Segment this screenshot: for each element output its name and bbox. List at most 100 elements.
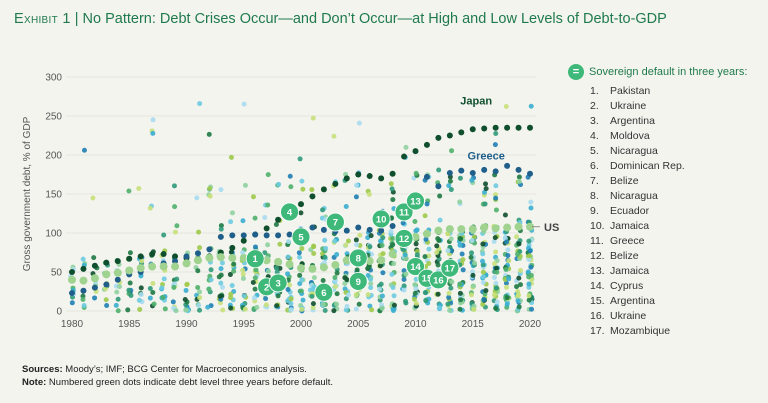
default-marker-label: 4	[287, 207, 293, 218]
country-year-point	[228, 249, 234, 255]
note-text: Numbered green dots indicate debt level …	[46, 377, 334, 388]
country-year-point	[413, 300, 419, 306]
default-item: 3. Argentina	[590, 114, 685, 129]
country-year-point	[285, 271, 291, 277]
greece-point	[80, 287, 87, 294]
country-year-point	[504, 295, 510, 301]
country-year-point	[529, 306, 535, 312]
y-tick-label: 50	[51, 268, 63, 279]
country-year-point	[354, 182, 360, 188]
greece-point	[481, 166, 488, 173]
country-year-point	[504, 239, 510, 245]
default-marker	[268, 273, 288, 293]
country-year-point	[517, 282, 523, 288]
country-year-point	[299, 277, 305, 283]
default-number: 12.	[590, 250, 605, 262]
default-marker-label: 6	[321, 288, 326, 299]
japan-point	[366, 173, 373, 180]
country-year-point	[356, 301, 362, 307]
country-year-point	[274, 303, 280, 309]
greece-point	[446, 169, 453, 176]
country-year-point	[422, 213, 428, 219]
japan-point	[423, 141, 430, 148]
country-year-point	[334, 270, 340, 276]
country-year-point	[171, 284, 177, 290]
footer: Sources: Moody’s; IMF; BCG Center for Ma…	[22, 363, 333, 389]
default-marker	[406, 257, 425, 276]
country-year-point	[220, 284, 226, 290]
japan-point	[172, 253, 179, 260]
country-year-point	[516, 241, 522, 247]
default-marker	[280, 202, 299, 222]
country-year-point	[356, 120, 362, 126]
country-year-point	[402, 252, 408, 258]
country-year-point	[287, 282, 293, 288]
country-year-point	[446, 294, 452, 300]
country-year-point	[103, 297, 109, 303]
us-point	[228, 253, 237, 262]
country-year-point	[491, 292, 497, 298]
us-label: US	[544, 222, 559, 234]
default-item: 12. Belize	[590, 249, 685, 264]
japan-point	[527, 124, 533, 131]
us-point	[148, 262, 157, 271]
country-year-point	[354, 242, 360, 248]
country-year-point	[197, 307, 203, 313]
country-year-point	[263, 302, 269, 308]
country-year-point	[424, 201, 430, 207]
default-number: 6.	[590, 160, 599, 172]
country-year-point	[297, 254, 303, 260]
japan-point	[481, 125, 488, 132]
country-year-point	[468, 292, 474, 298]
japan-point	[229, 244, 236, 251]
country-year-point	[197, 101, 203, 107]
country-year-point	[353, 306, 359, 312]
default-number: 16.	[590, 310, 605, 322]
default-country: Belize	[610, 175, 639, 187]
country-year-point	[528, 205, 534, 211]
default-marker	[314, 282, 334, 302]
country-year-point	[320, 301, 326, 307]
us-point	[216, 253, 225, 262]
country-year-point	[457, 290, 463, 296]
country-year-point	[218, 280, 224, 286]
country-year-point	[457, 175, 463, 181]
default-country: Moldova	[610, 130, 650, 142]
country-year-point	[113, 302, 119, 308]
greece-point	[515, 166, 522, 173]
country-year-point	[241, 293, 247, 299]
japan-point	[378, 175, 385, 182]
greece-point	[504, 162, 511, 169]
country-year-point	[413, 228, 419, 234]
country-year-point	[377, 263, 383, 269]
country-year-point	[207, 193, 213, 199]
country-year-point	[288, 184, 294, 190]
default-marker	[325, 212, 345, 232]
default-marker	[291, 227, 311, 247]
country-year-point	[276, 181, 282, 187]
country-year-point	[323, 245, 329, 251]
title-separator: |	[74, 11, 79, 27]
default-marker-label: 13	[410, 197, 421, 208]
country-year-point	[353, 292, 359, 298]
country-year-point	[480, 241, 486, 247]
country-year-point	[227, 272, 233, 278]
country-year-point	[220, 307, 226, 313]
japan-point	[469, 126, 476, 133]
country-year-point	[494, 299, 500, 305]
country-year-point	[218, 223, 224, 229]
country-year-point	[228, 291, 234, 297]
country-year-point	[400, 220, 406, 226]
default-country: Argentina	[610, 295, 655, 307]
us-point	[297, 264, 305, 273]
default-country: Jamaica	[610, 265, 650, 277]
japan-point	[263, 225, 270, 232]
default-item: 5. Nicaragua	[590, 144, 685, 159]
default-item: 6. Dominican Rep.	[590, 159, 685, 174]
country-year-point	[411, 296, 417, 302]
japan-point	[137, 253, 144, 260]
country-year-point	[527, 248, 533, 254]
country-year-point	[228, 154, 234, 160]
us-point	[113, 268, 122, 277]
